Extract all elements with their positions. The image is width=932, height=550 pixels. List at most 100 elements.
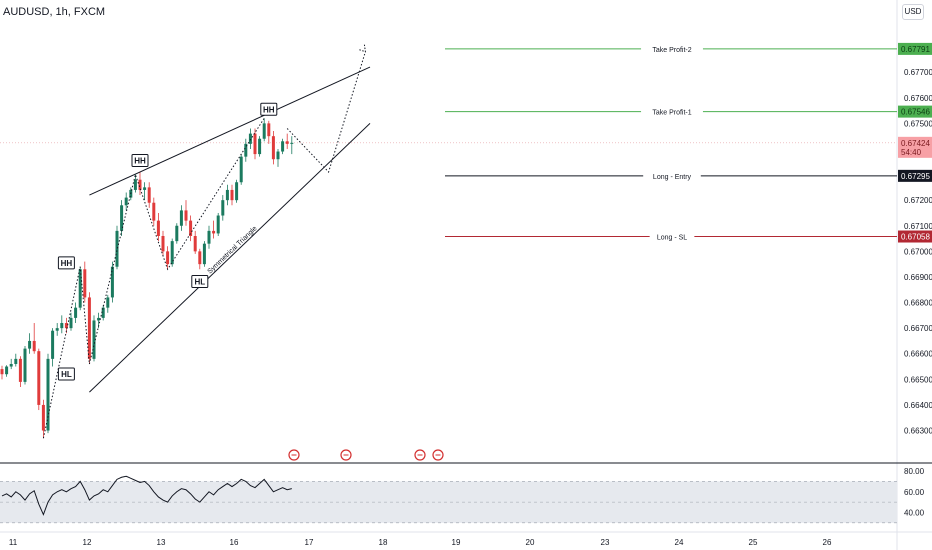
level-price-tag bbox=[898, 230, 932, 243]
swing-label: HL bbox=[194, 278, 205, 287]
level-label-bg bbox=[641, 106, 703, 117]
candle-body bbox=[198, 251, 202, 265]
candle-body bbox=[83, 269, 87, 298]
level-label: Take Profit-2 bbox=[652, 47, 691, 54]
swing-label: HL bbox=[61, 370, 72, 379]
candle-body bbox=[133, 179, 137, 190]
candle-body bbox=[23, 348, 27, 382]
candle-body bbox=[216, 215, 220, 234]
level-label-bg bbox=[643, 170, 701, 181]
swing-label-box bbox=[57, 367, 75, 381]
candle-body bbox=[248, 133, 252, 144]
time-tick-label: 19 bbox=[452, 538, 461, 547]
candle-body bbox=[230, 189, 234, 201]
candle-body bbox=[32, 340, 36, 352]
price-tick-label: 0.67600 bbox=[904, 94, 932, 103]
candle-body bbox=[175, 225, 179, 242]
price-tick-label: 0.66800 bbox=[904, 299, 932, 308]
candle-body bbox=[14, 358, 18, 364]
current-price-label: 0.67424 bbox=[901, 139, 930, 148]
current-price-tag bbox=[898, 136, 932, 158]
candle-body bbox=[152, 202, 156, 221]
price-tick-label: 0.67500 bbox=[904, 119, 932, 128]
price-tick-label: 0.67200 bbox=[904, 196, 932, 205]
candle-body bbox=[189, 220, 193, 236]
candle-body bbox=[239, 156, 243, 183]
candle-body bbox=[253, 133, 257, 155]
rsi-tick-label: 40.00 bbox=[904, 508, 925, 517]
rsi-line bbox=[1, 475, 292, 516]
swing-label: HH bbox=[134, 156, 146, 165]
time-tick-label: 25 bbox=[749, 538, 758, 547]
candle-body bbox=[5, 366, 9, 375]
time-tick-label: 26 bbox=[823, 538, 832, 547]
candle-body bbox=[120, 205, 124, 231]
symbol-title[interactable]: AUDUSD, 1h, FXCM bbox=[3, 6, 106, 18]
swing-label: HH bbox=[61, 259, 73, 268]
candle-body bbox=[28, 340, 32, 349]
candle-body bbox=[124, 197, 128, 206]
candle-body bbox=[143, 187, 147, 190]
time-tick-label: 16 bbox=[230, 538, 239, 547]
level-label: Take Profit-1 bbox=[652, 110, 691, 117]
candle-body bbox=[115, 230, 119, 267]
candle-body bbox=[101, 307, 105, 318]
rsi-tick-label: 80.00 bbox=[904, 467, 925, 476]
level-price-label: 0.67295 bbox=[901, 172, 930, 181]
candle-body bbox=[55, 328, 59, 331]
candle-body bbox=[92, 320, 96, 359]
candle-body bbox=[166, 251, 170, 265]
swing-label-box bbox=[191, 275, 209, 289]
level-label-bg bbox=[641, 43, 703, 54]
candle-body bbox=[225, 189, 229, 201]
candle-body bbox=[281, 141, 285, 152]
candle-body bbox=[110, 266, 114, 298]
candle-body bbox=[41, 404, 45, 431]
upper-trendline bbox=[89, 66, 371, 196]
time-tick-label: 24 bbox=[675, 538, 684, 547]
candle-body bbox=[74, 307, 78, 318]
candle-body bbox=[97, 317, 101, 321]
level-label: Long - Entry bbox=[653, 174, 692, 181]
candle-body bbox=[258, 138, 262, 155]
candle-body bbox=[9, 363, 13, 367]
candle-body bbox=[193, 236, 197, 252]
candle-body bbox=[276, 151, 280, 160]
time-tick-label: 17 bbox=[305, 538, 314, 547]
candle-body bbox=[235, 182, 239, 201]
price-tick-label: 0.66900 bbox=[904, 273, 932, 282]
candle-body bbox=[170, 241, 174, 265]
price-tick-label: 0.67100 bbox=[904, 222, 932, 231]
level-label: Long - SL bbox=[657, 235, 687, 242]
swing-label-box bbox=[260, 102, 278, 116]
swing-label: HH bbox=[263, 105, 275, 114]
swing-label-box bbox=[57, 256, 75, 270]
countdown-label: 54:40 bbox=[901, 148, 922, 157]
candle-body bbox=[202, 243, 206, 265]
candle-body bbox=[46, 358, 50, 431]
candle-body bbox=[184, 210, 188, 221]
price-tick-label: 0.66500 bbox=[904, 375, 932, 384]
price-tick-label: 0.67700 bbox=[904, 68, 932, 77]
candle-body bbox=[64, 323, 68, 329]
level-label-bg bbox=[649, 231, 695, 242]
candle-body bbox=[221, 200, 225, 216]
level-price-label: 0.67546 bbox=[901, 108, 930, 117]
rsi-band bbox=[0, 481, 897, 523]
level-price-tag bbox=[898, 169, 932, 182]
price-tick-label: 0.66600 bbox=[904, 350, 932, 359]
price-tick-label: 0.67000 bbox=[904, 247, 932, 256]
time-tick-label: 13 bbox=[157, 538, 166, 547]
candle-body bbox=[271, 136, 275, 160]
candle-body bbox=[37, 351, 41, 405]
swing-label-box bbox=[131, 153, 149, 167]
candle-body bbox=[244, 143, 248, 157]
level-price-tag bbox=[898, 42, 932, 55]
candle-body bbox=[267, 123, 271, 137]
candle-body bbox=[156, 220, 160, 236]
candle-body bbox=[212, 230, 216, 234]
candle-body bbox=[285, 141, 289, 144]
currency-unit-button[interactable]: USD bbox=[902, 4, 924, 20]
